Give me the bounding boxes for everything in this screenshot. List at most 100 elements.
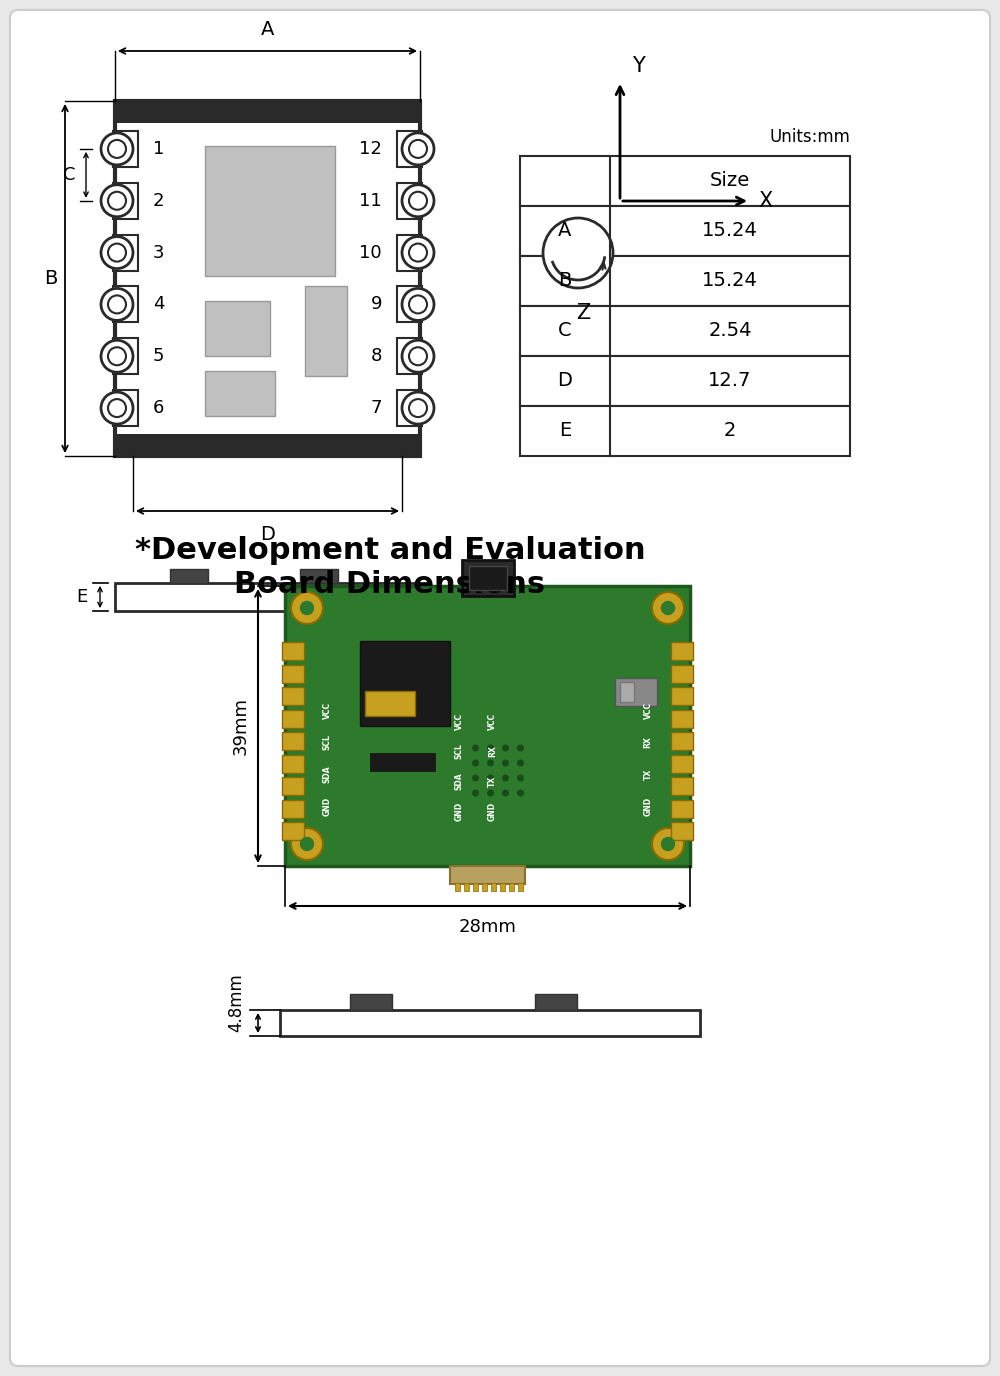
Circle shape — [409, 399, 427, 417]
Circle shape — [487, 775, 494, 782]
Text: TX: TX — [644, 768, 652, 780]
Bar — [509, 883, 514, 892]
Bar — [615, 678, 657, 706]
Bar — [115, 583, 415, 611]
Bar — [282, 799, 304, 817]
Circle shape — [300, 601, 314, 615]
Text: VCC: VCC — [644, 702, 652, 718]
Circle shape — [487, 790, 494, 797]
Text: 15.24: 15.24 — [702, 222, 758, 241]
Bar — [518, 883, 523, 892]
Text: X: X — [758, 191, 772, 211]
Bar — [450, 866, 525, 883]
Circle shape — [402, 289, 434, 321]
Circle shape — [652, 592, 684, 623]
Text: SCL: SCL — [322, 733, 332, 750]
Text: VCC: VCC — [322, 702, 332, 718]
Text: 4.8mm: 4.8mm — [227, 974, 245, 1032]
Bar — [520, 305, 850, 356]
Bar — [397, 389, 422, 427]
Bar — [205, 301, 270, 356]
Text: Y: Y — [632, 56, 645, 76]
Bar — [671, 799, 693, 817]
Bar — [671, 665, 693, 682]
Bar — [300, 570, 338, 583]
Circle shape — [502, 760, 509, 766]
Circle shape — [409, 296, 427, 314]
Circle shape — [409, 140, 427, 158]
Text: 9: 9 — [370, 296, 382, 314]
Text: 15.24: 15.24 — [702, 271, 758, 290]
Bar — [671, 754, 693, 772]
Text: TX: TX — [488, 775, 497, 787]
Circle shape — [101, 184, 133, 217]
Text: RX: RX — [488, 746, 497, 757]
Bar — [115, 433, 420, 455]
Text: Size: Size — [710, 172, 750, 190]
Circle shape — [291, 828, 323, 860]
Text: 12.7: 12.7 — [708, 372, 752, 391]
Bar — [671, 687, 693, 705]
Bar — [397, 131, 422, 166]
Bar — [397, 183, 422, 219]
Bar — [170, 570, 208, 583]
Text: VCC: VCC — [455, 713, 464, 729]
Circle shape — [402, 237, 434, 268]
Bar — [370, 753, 435, 771]
Text: GND: GND — [644, 797, 652, 816]
Bar — [397, 286, 422, 322]
Bar — [280, 1010, 700, 1036]
Text: 8: 8 — [371, 347, 382, 365]
Bar — [113, 183, 138, 219]
Bar — [455, 883, 460, 892]
Circle shape — [108, 191, 126, 209]
Text: B: B — [44, 268, 58, 288]
Circle shape — [472, 760, 479, 766]
Text: 10: 10 — [359, 244, 382, 261]
Circle shape — [472, 775, 479, 782]
Text: 12: 12 — [359, 140, 382, 158]
Circle shape — [108, 399, 126, 417]
Text: 3: 3 — [153, 244, 164, 261]
Circle shape — [517, 775, 524, 782]
Text: 2.54: 2.54 — [708, 322, 752, 340]
Bar — [473, 883, 478, 892]
Bar — [620, 682, 634, 702]
Circle shape — [517, 760, 524, 766]
Circle shape — [402, 133, 434, 165]
Circle shape — [101, 340, 133, 373]
Bar — [282, 732, 304, 750]
Text: GND: GND — [488, 801, 497, 820]
Text: 7: 7 — [370, 399, 382, 417]
Bar — [520, 206, 850, 256]
Bar — [282, 710, 304, 728]
Text: A: A — [261, 21, 274, 39]
Text: 2: 2 — [724, 421, 736, 440]
Circle shape — [472, 744, 479, 751]
Circle shape — [502, 790, 509, 797]
Bar — [464, 883, 469, 892]
Circle shape — [652, 828, 684, 860]
Bar — [115, 100, 420, 122]
Circle shape — [409, 244, 427, 261]
Circle shape — [409, 191, 427, 209]
Bar — [282, 687, 304, 705]
Text: D: D — [260, 526, 275, 544]
Text: B: B — [558, 271, 572, 290]
Bar — [285, 586, 690, 866]
Text: Z: Z — [576, 303, 590, 323]
Bar — [482, 883, 487, 892]
Text: RX: RX — [644, 736, 652, 749]
Bar — [205, 372, 275, 416]
Bar — [671, 821, 693, 839]
Text: E: E — [77, 588, 88, 605]
Bar — [350, 993, 392, 1010]
Bar — [397, 234, 422, 271]
Text: 39mm: 39mm — [232, 698, 250, 755]
Text: 5: 5 — [153, 347, 164, 365]
Bar — [113, 389, 138, 427]
Text: E: E — [559, 421, 571, 440]
Bar — [671, 643, 693, 660]
Bar — [520, 406, 850, 455]
Bar — [520, 155, 850, 206]
